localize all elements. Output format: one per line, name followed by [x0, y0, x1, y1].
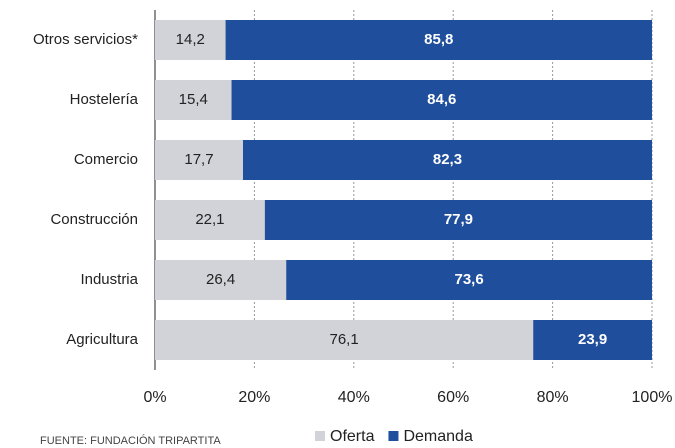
y-tick-label: Hostelería	[70, 91, 139, 108]
y-tick-label: Comercio	[74, 151, 138, 168]
bar-segment	[155, 80, 232, 120]
bar-segment	[225, 20, 652, 60]
y-tick-label: Otros servicios*	[33, 31, 138, 48]
data-label: 76,1	[330, 331, 359, 348]
bar-segment	[155, 20, 226, 60]
bar-segment	[155, 260, 287, 300]
data-label: 84,6	[427, 91, 456, 108]
data-label: 85,8	[424, 31, 453, 48]
y-tick-label: Agricultura	[66, 331, 138, 348]
x-tick-label: 80%	[537, 389, 569, 406]
data-label: 14,2	[176, 31, 205, 48]
legend-swatch	[315, 431, 325, 441]
data-label: 15,4	[179, 91, 208, 108]
data-label: 77,9	[444, 211, 473, 228]
x-tick-label: 20%	[238, 389, 270, 406]
bar-segment	[155, 200, 265, 240]
source: FUENTE: FUNDACIÓN TRIPARTITA	[40, 434, 221, 447]
bar-segment	[242, 140, 652, 180]
y-tick-label: Industria	[80, 271, 138, 288]
legend-label: Oferta	[330, 428, 375, 445]
data-label: 82,3	[433, 151, 462, 168]
bar-segment	[155, 140, 243, 180]
data-label: 22,1	[195, 211, 224, 228]
bar-segment	[286, 260, 652, 300]
data-label: 73,6	[455, 271, 484, 288]
legend-swatch	[388, 431, 399, 441]
bar-segment	[533, 320, 652, 360]
bar-segment	[231, 80, 652, 120]
y-tick-label: Construcción	[50, 211, 138, 228]
data-label: 26,4	[206, 271, 235, 288]
x-tick-label: 60%	[437, 389, 469, 406]
x-tick-label: 40%	[338, 389, 370, 406]
data-label: 17,7	[184, 151, 213, 168]
legend-label: Demanda	[403, 428, 472, 445]
bar-segment	[264, 200, 652, 240]
x-tick-label: 100%	[632, 389, 673, 406]
data-label: 23,9	[578, 331, 607, 348]
bar-segment	[155, 320, 534, 360]
x-tick-label: 0%	[143, 389, 166, 406]
